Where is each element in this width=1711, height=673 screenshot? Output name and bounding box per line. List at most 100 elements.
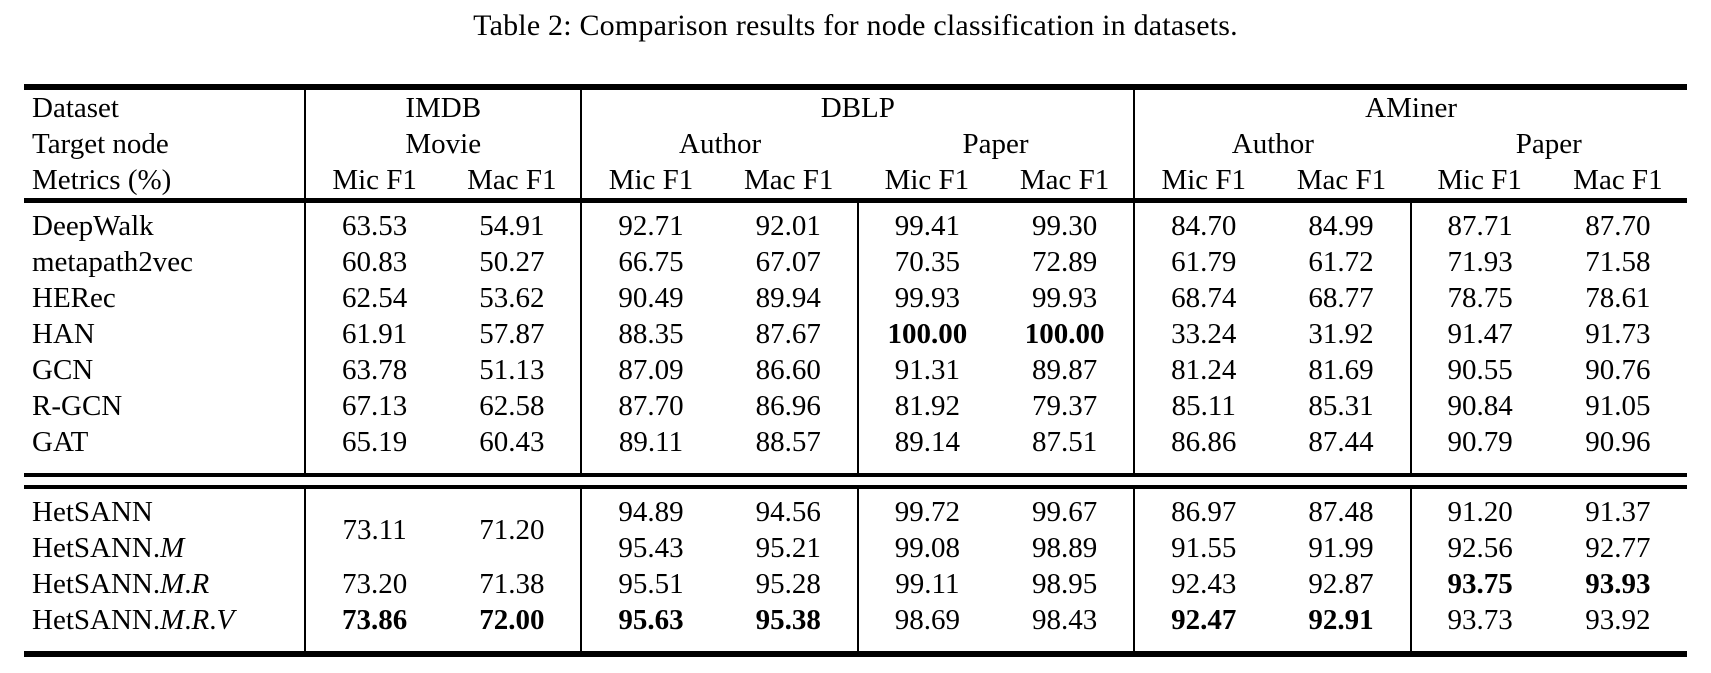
table-row: HAN 61.91 57.87 88.35 87.67 100.00 100.00 33.24… <box>24 316 1687 352</box>
header-cell: Mac F1 <box>1272 162 1411 203</box>
value-cell: 90.79 <box>1447 426 1513 458</box>
table-row: HetSANN.M 95.43 95.21 99.08 98.89 91.55 91.99 9… <box>24 530 1687 566</box>
header-cell: Paper <box>1515 128 1582 160</box>
value-cell: 53.62 <box>443 280 583 316</box>
header-cell: Mic F1 <box>857 162 996 203</box>
header-cell: Mac F1 <box>995 162 1136 203</box>
value-cell: 54.91 <box>443 200 583 244</box>
value-cell: 92.43 <box>1171 568 1237 600</box>
value-cell: 66.75 <box>618 246 684 278</box>
value-cell: 91.05 <box>1585 390 1651 422</box>
value-cell: 100.00 <box>887 318 968 350</box>
value-cell: 72.89 <box>995 244 1136 280</box>
value-cell: 90.84 <box>1447 390 1513 422</box>
value-cell: 63.78 <box>342 354 408 386</box>
results-table: Dataset IMDB DBLP AMiner Target node Movie Aut… <box>24 84 1687 657</box>
value-cell: 91.99 <box>1272 530 1412 566</box>
value-cell: 51.13 <box>443 352 583 388</box>
row-label: HAN <box>24 316 307 352</box>
table-row <box>24 473 1687 489</box>
table-row: DeepWalk 63.53 54.91 92.71 92.01 99.41 99.30 84… <box>24 200 1687 244</box>
value-cell: 90.76 <box>1585 354 1651 386</box>
value-cell: 90.55 <box>1447 354 1513 386</box>
header-cell: Mic F1 <box>305 162 444 203</box>
value-cell: 81.69 <box>1272 352 1412 388</box>
value-cell: 86.97 <box>1171 496 1237 528</box>
section-divider <box>24 473 1687 489</box>
value-cell: 92.47 <box>1171 604 1237 636</box>
header-cell: Paper <box>857 126 1136 162</box>
value-cell: 87.70 <box>1585 210 1651 242</box>
value-cell: 95.51 <box>618 568 684 600</box>
header-cell: Mac F1 <box>1548 162 1687 203</box>
value-cell: 90.49 <box>618 282 684 314</box>
value-cell: 95.38 <box>719 602 859 654</box>
value-cell: 93.92 <box>1585 604 1651 636</box>
value-cell: 95.28 <box>719 566 859 602</box>
row-label: GCN <box>24 352 307 388</box>
value-cell: 99.67 <box>995 487 1136 530</box>
value-cell: 92.56 <box>1447 532 1513 564</box>
value-cell: 87.51 <box>995 424 1136 475</box>
value-cell: 92.01 <box>719 200 859 244</box>
value-cell: 84.70 <box>1171 210 1237 242</box>
table-row: metapath2vec 60.83 50.27 66.75 67.07 70.35 72.… <box>24 244 1687 280</box>
value-cell: 91.73 <box>1585 318 1651 350</box>
value-cell: 93.75 <box>1447 568 1513 600</box>
table-caption: Table 2: Comparison results for node cla… <box>473 9 1238 42</box>
value-cell: 71.20 <box>443 487 583 566</box>
row-label: HetSANN.M.R.V <box>24 602 307 654</box>
value-cell: 98.69 <box>894 604 961 636</box>
value-cell: 63.53 <box>342 210 408 242</box>
value-cell: 91.37 <box>1585 496 1651 528</box>
value-cell: 91.31 <box>894 354 961 386</box>
value-cell: 73.20 <box>342 568 408 600</box>
value-cell: 87.71 <box>1447 210 1513 242</box>
value-cell: 98.95 <box>995 566 1136 602</box>
value-cell: 71.93 <box>1447 246 1513 278</box>
value-cell: 91.47 <box>1447 318 1513 350</box>
value-cell: 86.96 <box>719 388 859 424</box>
header-cell: Mic F1 <box>1134 162 1273 203</box>
value-cell: 99.93 <box>894 282 961 314</box>
table-row: Target node Movie Author Paper Author Paper <box>24 126 1687 162</box>
row-label: DeepWalk <box>24 200 307 244</box>
header-cell: DBLP <box>581 87 1136 126</box>
value-cell: 95.43 <box>618 532 684 564</box>
row-label: metapath2vec <box>24 244 307 280</box>
value-cell: 92.91 <box>1272 602 1412 654</box>
table-row: HetSANN.M.R 73.20 71.38 95.51 95.28 99.11 98.9… <box>24 566 1687 602</box>
value-cell: 94.89 <box>618 496 684 528</box>
header-cell: Mic F1 <box>1410 162 1549 203</box>
value-cell: 100.00 <box>995 316 1136 352</box>
row-label: GAT <box>24 424 307 475</box>
header-cell: Author <box>679 128 762 160</box>
value-cell: 99.11 <box>895 568 960 600</box>
value-cell: 88.35 <box>618 318 684 350</box>
value-cell: 99.72 <box>894 496 961 528</box>
value-cell: 91.55 <box>1171 532 1237 564</box>
table-row: HERec 62.54 53.62 90.49 89.94 99.93 99.93 68.74… <box>24 280 1687 316</box>
value-cell: 92.87 <box>1272 566 1412 602</box>
value-cell: 98.43 <box>995 602 1136 654</box>
table-row: GCN 63.78 51.13 87.09 86.60 91.31 89.87 81.24 81… <box>24 352 1687 388</box>
value-cell: 85.11 <box>1171 390 1236 422</box>
table-row: HetSANN.M.R.V 73.86 72.00 95.63 95.38 98.69 98… <box>24 602 1687 654</box>
value-cell: 93.93 <box>1585 568 1651 600</box>
table-row: Dataset IMDB DBLP AMiner <box>24 87 1687 126</box>
value-cell: 89.11 <box>618 426 684 458</box>
value-cell: 87.44 <box>1272 424 1412 475</box>
value-cell: 87.67 <box>719 316 859 352</box>
value-cell: 85.31 <box>1272 388 1412 424</box>
value-cell: 57.87 <box>443 316 583 352</box>
value-cell: 93.73 <box>1447 604 1513 636</box>
value-cell: 31.92 <box>1272 316 1412 352</box>
row-label: HetSANN <box>24 487 307 530</box>
value-cell: 86.86 <box>1171 426 1237 458</box>
table-row: Metrics (%) Mic F1 Mac F1 Mic F1 Mac F1 Mic F… <box>24 162 1687 203</box>
value-cell: 87.09 <box>618 354 684 386</box>
value-cell: 68.77 <box>1272 280 1412 316</box>
value-cell: 65.19 <box>342 426 408 458</box>
value-cell: 78.61 <box>1585 282 1651 314</box>
table-row: GAT 65.19 60.43 89.11 88.57 89.14 87.51 86.86 87… <box>24 424 1687 475</box>
